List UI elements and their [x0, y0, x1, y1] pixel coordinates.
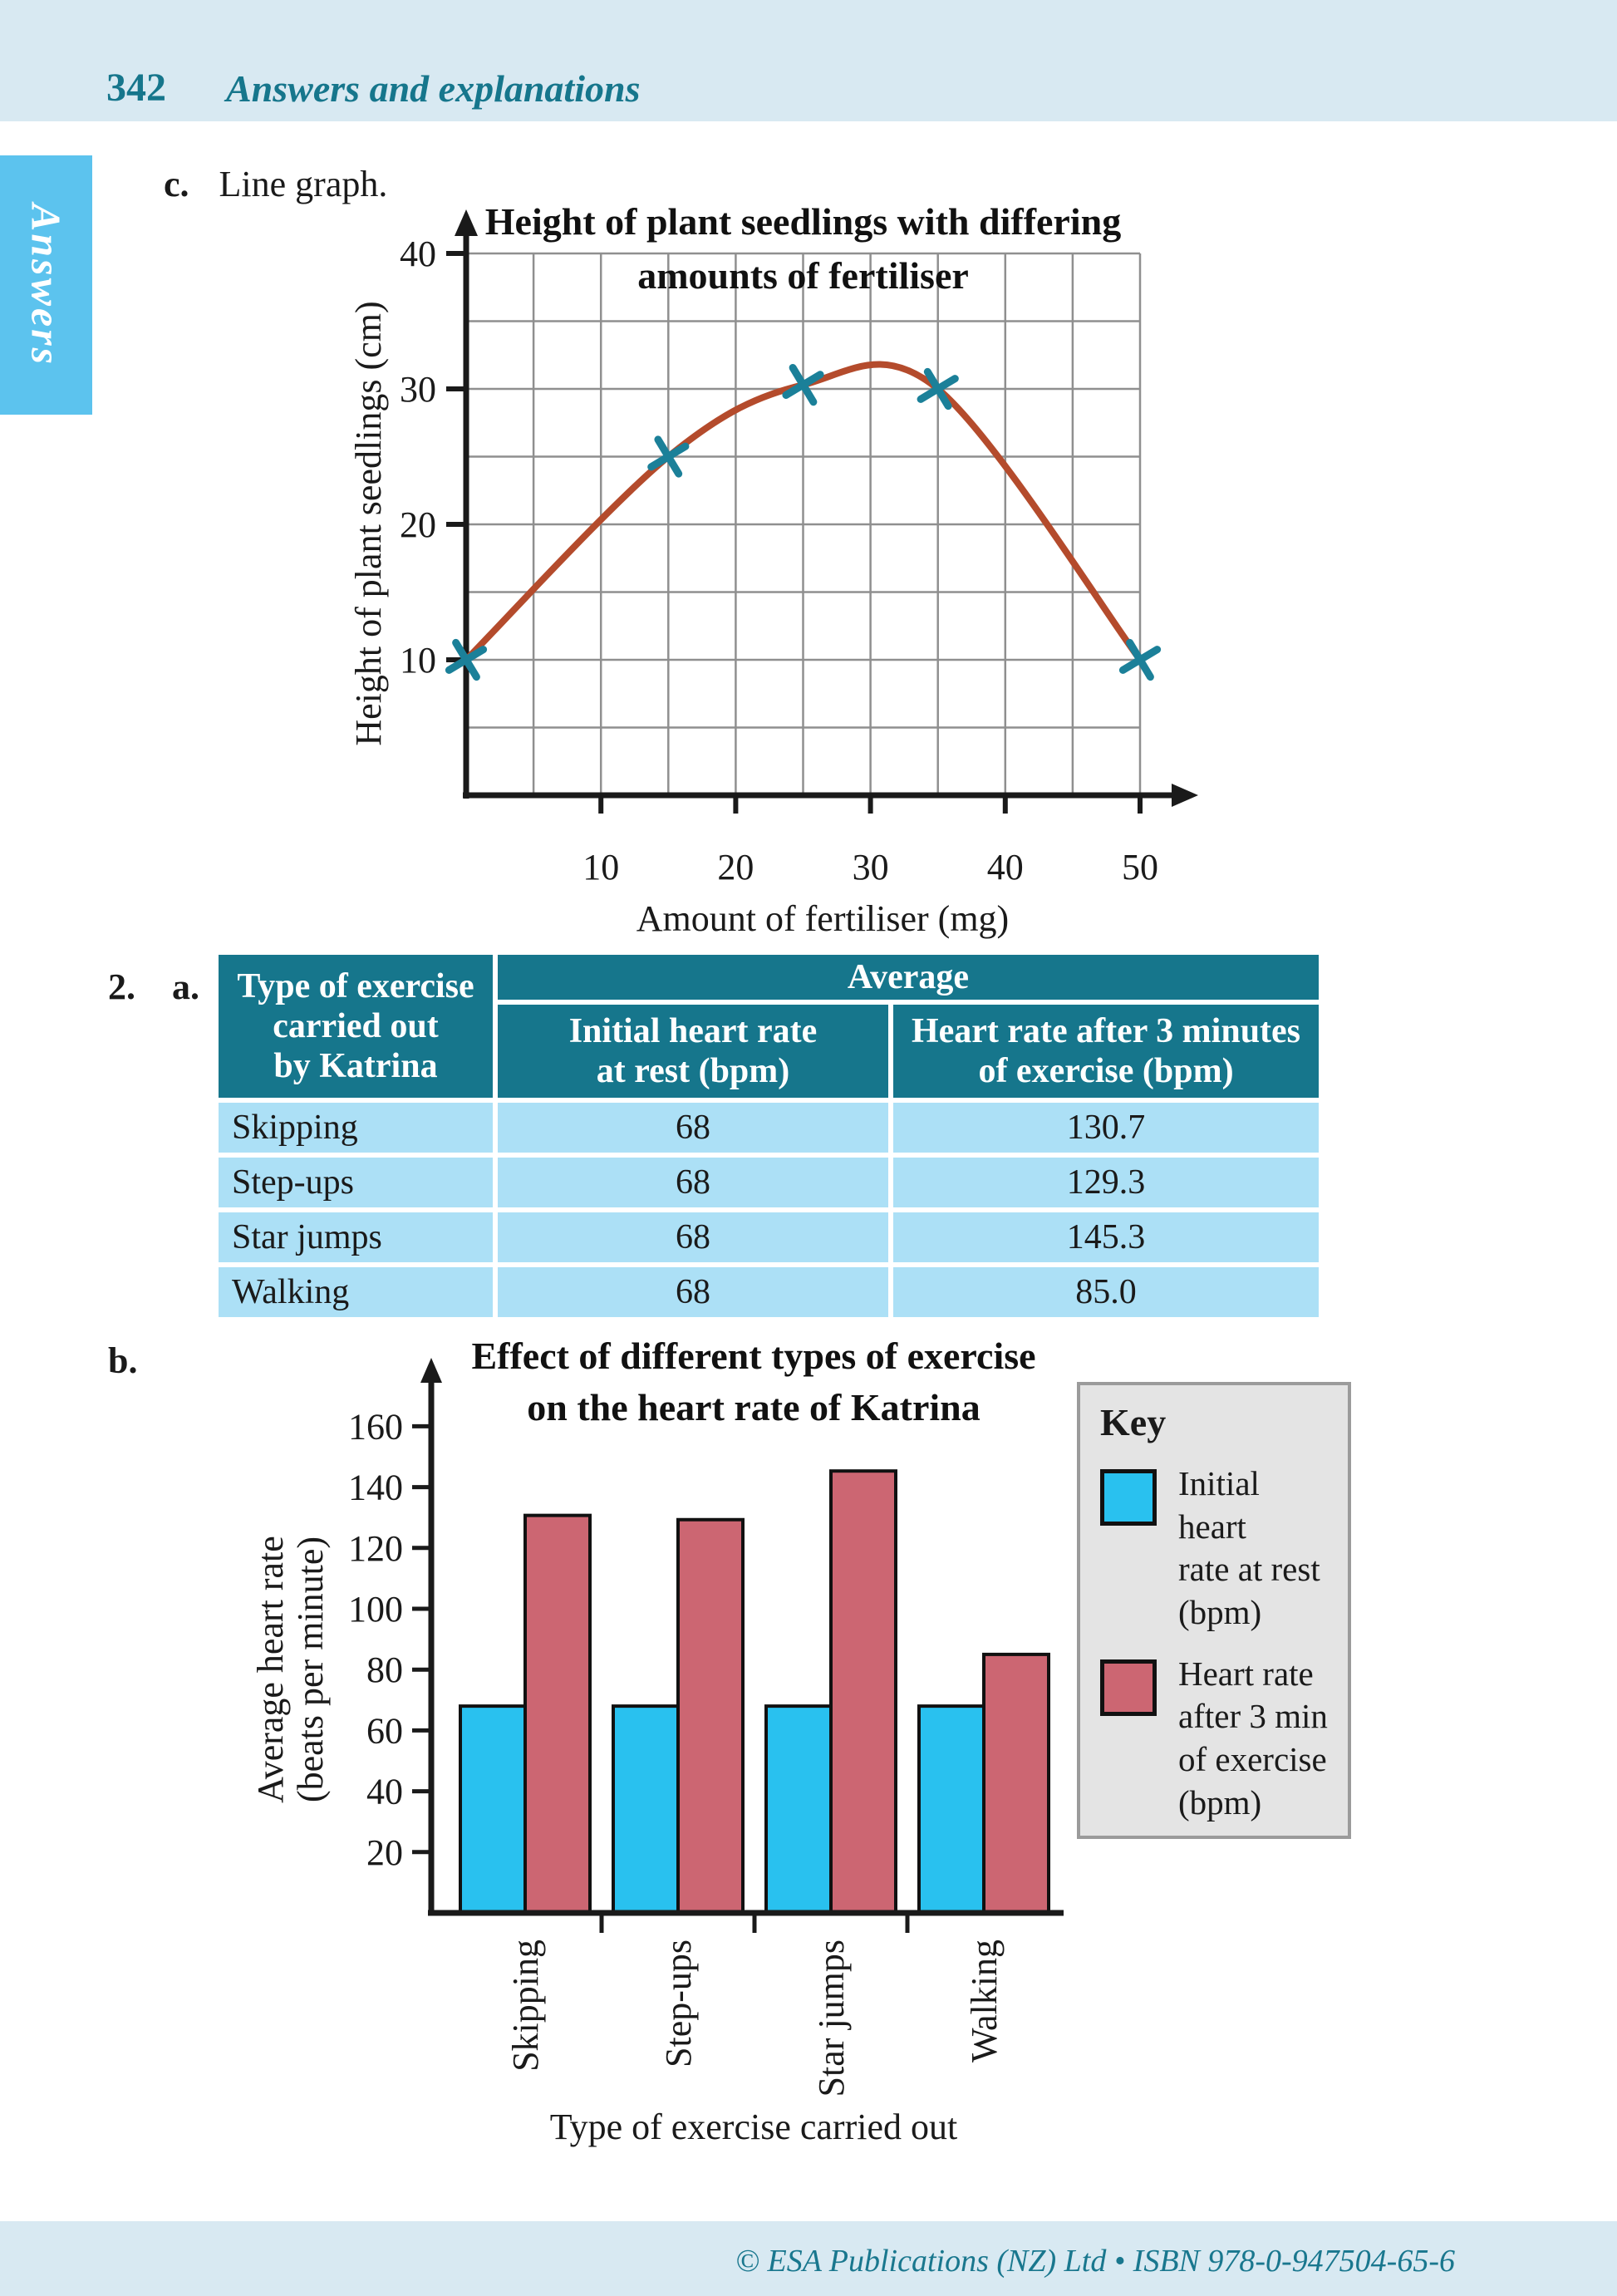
- svg-text:10: 10: [400, 640, 436, 681]
- exercise-cell: Walking: [219, 1267, 493, 1317]
- svg-text:20: 20: [717, 847, 754, 887]
- section-b-letter: b.: [108, 1340, 138, 1381]
- svg-text:(beats per minute): (beats per minute): [290, 1536, 331, 1802]
- initial-cell: 68: [498, 1212, 888, 1262]
- svg-text:amounts of fertiliser: amounts of fertiliser: [637, 254, 969, 297]
- svg-text:20: 20: [366, 1832, 403, 1873]
- header-title: Answers and explanations: [226, 67, 641, 110]
- svg-text:Walking: Walking: [964, 1940, 1005, 2062]
- after-cell: 130.7: [893, 1103, 1319, 1153]
- svg-text:Height of plant seedlings with: Height of plant seedlings with differing: [485, 200, 1121, 243]
- initial-cell: 68: [498, 1158, 888, 1207]
- key-item-label: Initial heart rate at rest (bpm): [1178, 1464, 1320, 1631]
- table-row: Skipping 68 130.7: [219, 1103, 1319, 1153]
- svg-text:Average heart rate: Average heart rate: [250, 1536, 291, 1803]
- svg-text:Skipping: Skipping: [505, 1940, 546, 2072]
- svg-text:160: 160: [348, 1406, 403, 1447]
- chart-key: Key Initial heart rate at rest (bpm) Hea…: [1077, 1382, 1351, 1839]
- heart-rate-table: Type of exercise carried out by Katrina …: [214, 950, 1324, 1322]
- key-item-label: Heart rate after 3 min of exercise (bpm): [1178, 1654, 1328, 1822]
- answers-tab-label: Answers: [22, 203, 70, 367]
- svg-text:on the heart rate of Katrina: on the heart rate of Katrina: [527, 1386, 981, 1428]
- table-header-row-1: Type of exercise carried out by Katrina …: [219, 955, 1319, 1098]
- after-cell: 85.0: [893, 1267, 1319, 1317]
- initial-cell: 68: [498, 1103, 888, 1153]
- svg-text:Step-ups: Step-ups: [658, 1940, 699, 2067]
- svg-text:10: 10: [582, 847, 619, 887]
- svg-text:30: 30: [400, 369, 436, 410]
- svg-text:80: 80: [366, 1649, 403, 1690]
- line-chart: 10 20 30 40 50 10 20 30 40 Height of plant seedli…: [348, 200, 1198, 939]
- key-item-initial: Initial heart rate at rest (bpm): [1100, 1463, 1328, 1635]
- table-row: Star jumps 68 145.3: [219, 1212, 1319, 1262]
- section-c-letter: c.: [164, 164, 189, 204]
- footer-band: [0, 2221, 1617, 2296]
- after-cell: 145.3: [893, 1212, 1319, 1262]
- table-col1-header: Type of exercise carried out by Katrina: [219, 955, 493, 1098]
- section-b-heading: b.: [108, 1340, 137, 1382]
- after-cell: 129.3: [893, 1158, 1319, 1207]
- page-number: 342: [106, 66, 166, 110]
- svg-text:40: 40: [400, 234, 436, 274]
- exercise-cell: Star jumps: [219, 1212, 493, 1262]
- initial-heart-rate-swatch: [1100, 1469, 1157, 1526]
- table-header-row-2: Initial heart rate at rest (bpm) Heart r…: [219, 1005, 1319, 1098]
- section-2-letter: a.: [172, 966, 199, 1007]
- bar-chart: Effect of different types of exercise on …: [250, 1335, 1064, 2147]
- section-2-number: 2.: [108, 966, 135, 1007]
- svg-text:50: 50: [1122, 847, 1158, 887]
- svg-text:140: 140: [348, 1468, 403, 1508]
- key-item-after: Heart rate after 3 min of exercise (bpm): [1100, 1653, 1328, 1825]
- table-col2-header: Initial heart rate at rest (bpm): [498, 1005, 888, 1098]
- exercise-cell: Skipping: [219, 1103, 493, 1153]
- svg-text:40: 40: [366, 1772, 403, 1812]
- section-c-heading: c. Line graph.: [164, 163, 387, 205]
- svg-text:Type of exercise carried out: Type of exercise carried out: [550, 2107, 957, 2147]
- svg-text:Amount of fertiliser (mg): Amount of fertiliser (mg): [636, 898, 1009, 939]
- header-band: [0, 0, 1617, 121]
- table-group-header: Average: [498, 955, 1319, 1000]
- svg-text:Effect of different types of e: Effect of different types of exercise: [471, 1335, 1035, 1377]
- footer-text: © ESA Publications (NZ) Ltd • ISBN 978-0…: [735, 2244, 1455, 2279]
- after-exercise-swatch: [1100, 1659, 1157, 1716]
- initial-cell: 68: [498, 1267, 888, 1317]
- svg-text:40: 40: [987, 847, 1024, 887]
- svg-text:Height of plant seedlings (cm): Height of plant seedlings (cm): [348, 301, 389, 745]
- svg-text:30: 30: [853, 847, 889, 887]
- svg-text:Star jumps: Star jumps: [811, 1940, 852, 2097]
- svg-text:120: 120: [348, 1528, 403, 1569]
- section-c-text: Line graph.: [219, 164, 388, 204]
- svg-text:60: 60: [366, 1710, 403, 1751]
- table-col3-header: Heart rate after 3 minutes of exercise (…: [893, 1005, 1319, 1098]
- svg-text:20: 20: [400, 504, 436, 545]
- section-2a-heading: 2. a.: [108, 966, 199, 1008]
- exercise-cell: Step-ups: [219, 1158, 493, 1207]
- key-title: Key: [1100, 1401, 1167, 1443]
- table-row: Step-ups 68 129.3: [219, 1158, 1319, 1207]
- svg-text:100: 100: [348, 1589, 403, 1630]
- answers-side-tab: Answers: [0, 155, 92, 415]
- table-row: Walking 68 85.0: [219, 1267, 1319, 1317]
